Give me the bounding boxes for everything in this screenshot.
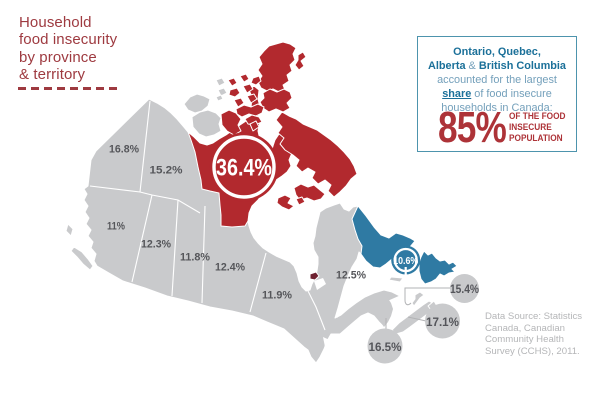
- svg-text:17.1%: 17.1%: [426, 315, 459, 329]
- svg-text:16.5%: 16.5%: [369, 340, 402, 354]
- svg-text:11.9%: 11.9%: [262, 289, 292, 301]
- svg-text:12.5%: 12.5%: [336, 269, 366, 281]
- svg-text:10.6%: 10.6%: [393, 255, 419, 267]
- svg-text:16.8%: 16.8%: [109, 143, 139, 155]
- svg-text:11.8%: 11.8%: [180, 251, 210, 263]
- svg-text:11%: 11%: [107, 220, 125, 232]
- svg-text:15.2%: 15.2%: [150, 164, 183, 176]
- svg-text:12.3%: 12.3%: [141, 238, 171, 250]
- svg-text:12.4%: 12.4%: [215, 261, 245, 273]
- svg-text:36.4%: 36.4%: [216, 155, 272, 182]
- svg-text:15.4%: 15.4%: [450, 282, 479, 296]
